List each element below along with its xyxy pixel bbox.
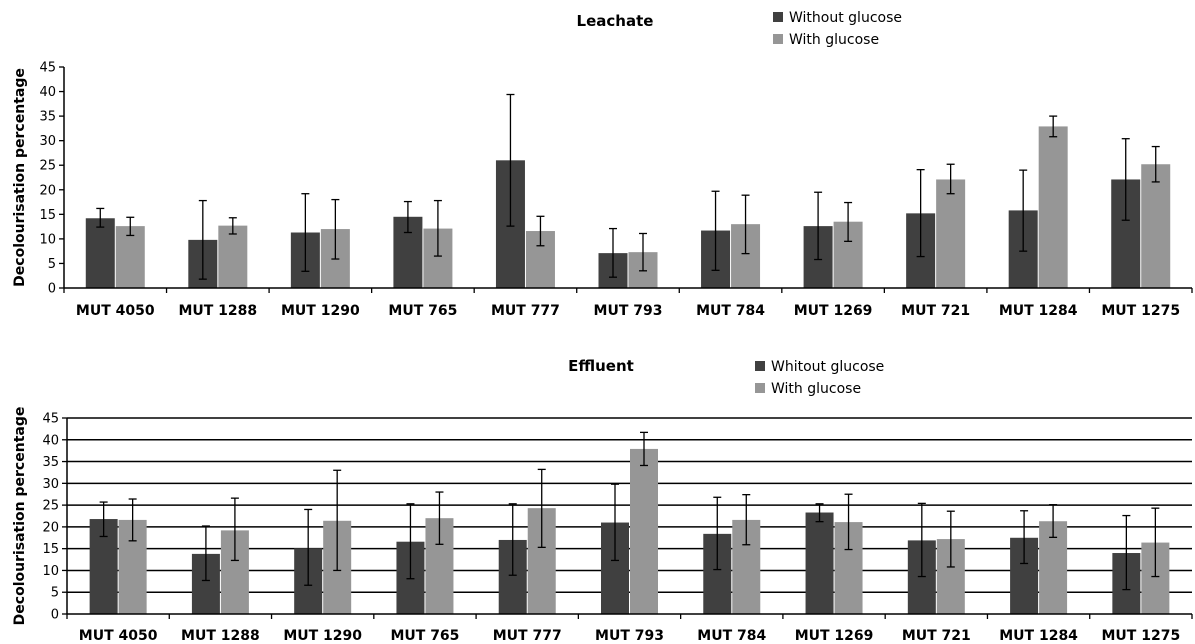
x-tick-label: MUT 1284 xyxy=(999,303,1078,319)
x-tick-label: MUT 777 xyxy=(493,628,562,644)
y-tick-label: 10 xyxy=(39,232,56,247)
x-tick-label: MUT 4050 xyxy=(76,303,155,319)
x-tick-label: MUT 793 xyxy=(595,628,664,644)
bar-with-glucose xyxy=(1038,126,1068,289)
bar-with-glucose xyxy=(630,448,658,614)
legend-label: With glucose xyxy=(771,381,861,397)
legend-swatch xyxy=(755,383,765,393)
x-tick-label: MUT 784 xyxy=(696,303,765,319)
x-tick-label: MUT 1269 xyxy=(795,628,874,644)
y-tick-label: 20 xyxy=(39,183,56,198)
legend-label: With glucose xyxy=(789,32,879,48)
y-tick-label: 0 xyxy=(48,282,56,297)
legend-swatch xyxy=(773,34,783,44)
y-tick-label: 40 xyxy=(42,433,59,448)
x-tick-label: MUT 1288 xyxy=(178,303,257,319)
bar-with-glucose xyxy=(218,225,248,288)
bar-without-glucose xyxy=(805,512,834,614)
x-tick-label: MUT 721 xyxy=(901,303,970,319)
y-tick-label: 45 xyxy=(42,412,59,427)
bar-with-glucose xyxy=(115,226,145,288)
y-tick-label: 5 xyxy=(48,257,56,272)
legend-swatch xyxy=(773,12,783,22)
x-tick-label: MUT 721 xyxy=(902,628,971,644)
x-tick-label: MUT 1290 xyxy=(281,303,360,319)
y-tick-label: 15 xyxy=(39,208,56,223)
y-tick-label: 20 xyxy=(42,520,59,535)
y-tick-label: 30 xyxy=(39,134,56,149)
chart-title: Effluent xyxy=(568,357,634,375)
x-tick-label: MUT 1288 xyxy=(181,628,260,644)
bar-without-glucose xyxy=(85,218,115,288)
y-axis-label: Decolourisation percentage xyxy=(12,407,28,626)
y-tick-label: 25 xyxy=(42,499,59,514)
y-tick-label: 10 xyxy=(42,564,59,579)
y-tick-label: 45 xyxy=(39,61,56,76)
y-tick-label: 5 xyxy=(51,586,59,601)
x-tick-label: MUT 1284 xyxy=(999,628,1078,644)
effluent-chart: 0 5 10 15 20 25 30 35 40 45 MUT 4050 MUT 1288 MUT 12… xyxy=(12,357,1193,644)
x-tick-label: MUT 777 xyxy=(491,303,560,319)
y-axis-label: Decolourisation percentage xyxy=(12,68,28,287)
chart-title: Leachate xyxy=(577,12,654,30)
y-tick-label: 0 xyxy=(51,608,59,623)
x-tick-label: MUT 793 xyxy=(594,303,663,319)
legend-swatch xyxy=(755,361,765,371)
x-tick-label: MUT 765 xyxy=(390,628,459,644)
legend-label: Whitout glucose xyxy=(771,359,884,375)
y-tick-label: 40 xyxy=(39,85,56,100)
y-tick-label: 25 xyxy=(39,159,56,174)
y-tick-label: 35 xyxy=(42,455,59,470)
x-tick-label: MUT 784 xyxy=(697,628,766,644)
leachate-chart: 0 5 10 15 20 25 30 35 40 45 MUT 4050 MUT 1288 MUT 12… xyxy=(12,10,1193,319)
bar-with-glucose xyxy=(936,179,966,288)
x-tick-label: MUT 765 xyxy=(388,303,457,319)
x-tick-label: MUT 1275 xyxy=(1102,628,1181,644)
x-tick-label: MUT 1275 xyxy=(1101,303,1180,319)
y-tick-label: 30 xyxy=(42,477,59,492)
legend-label: Without glucose xyxy=(789,10,902,26)
x-tick-label: MUT 1269 xyxy=(794,303,873,319)
bar-with-glucose xyxy=(1141,164,1171,288)
x-tick-label: MUT 4050 xyxy=(79,628,158,644)
y-tick-label: 35 xyxy=(39,110,56,125)
y-tick-label: 15 xyxy=(42,542,59,557)
x-tick-label: MUT 1290 xyxy=(283,628,362,644)
